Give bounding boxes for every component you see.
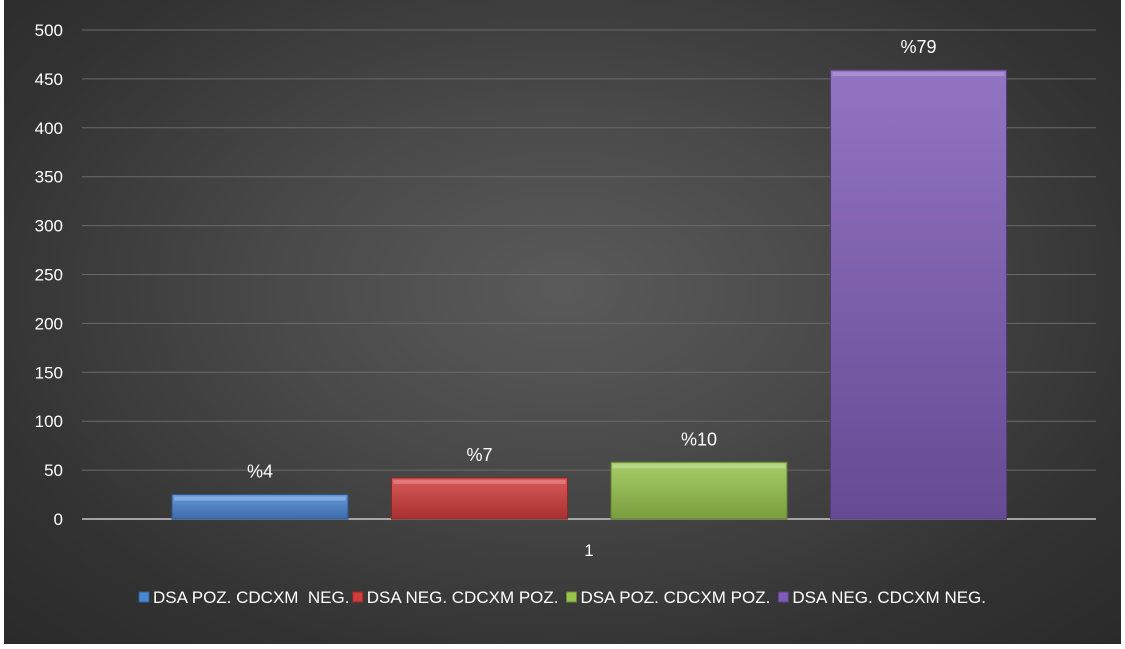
bar [610, 461, 788, 520]
y-tick-label: 400 [35, 119, 63, 138]
chart-area: %4 %7 %10 %79 0 50 100 150 200 250 300 350 400 450 50… [4, 0, 1121, 644]
bar-bevel [174, 496, 346, 501]
y-tick-label: 300 [35, 217, 63, 236]
bar [391, 477, 568, 520]
y-tick-label: 450 [35, 70, 63, 89]
legend-item: DSA POZ. CDCXM POZ. [566, 588, 771, 607]
y-tick-label: 50 [44, 461, 63, 480]
legend-swatch [566, 591, 577, 603]
legend-label: DSA POZ. CDCXM POZ. [581, 588, 771, 607]
y-tick-label: 150 [35, 363, 63, 382]
bar-group [830, 69, 1007, 520]
bar-data-label: %4 [247, 462, 273, 482]
bar-chart: %4 %7 %10 %79 0 50 100 150 200 250 300 350 400 450 50… [35, 21, 1096, 607]
y-tick-label: 350 [35, 168, 63, 187]
y-tick-label: 200 [35, 314, 63, 333]
x-axis: 1 [584, 541, 593, 560]
bars [171, 69, 1007, 520]
y-tick-label: 0 [54, 510, 63, 529]
bar-data-label: %10 [681, 429, 717, 449]
legend-item: DSA POZ. CDCXM NEG. [138, 588, 349, 607]
bar-bevel [613, 464, 785, 469]
data-labels: %4 %7 %10 %79 [247, 37, 937, 481]
bar-group [171, 494, 349, 520]
bar-bevel [832, 72, 1005, 77]
y-tick-label: 100 [35, 412, 63, 431]
bar-data-label: %79 [900, 37, 936, 57]
y-tick-label: 500 [35, 21, 63, 40]
legend-label: DSA NEG. CDCXM POZ. [367, 588, 559, 607]
legend-swatch [138, 591, 150, 603]
legend-swatch [352, 591, 364, 603]
legend-label: DSA POZ. CDCXM NEG. [153, 588, 349, 607]
legend-label: DSA NEG. CDCXM NEG. [792, 588, 986, 607]
y-tick-label: 250 [35, 266, 63, 285]
y-axis-ticks: 0 50 100 150 200 250 300 350 400 450 500 [35, 21, 63, 529]
bar-bevel [393, 479, 566, 484]
legend-item: DSA NEG. CDCXM POZ. [352, 588, 559, 607]
legend-swatch [777, 591, 789, 603]
bar-group [610, 461, 788, 520]
legend-item: DSA NEG. CDCXM NEG. [777, 588, 986, 607]
bar-data-label: %7 [466, 445, 492, 465]
legend: DSA POZ. CDCXM NEG. DSA NEG. CDCXM POZ. DS… [138, 588, 986, 607]
bar [830, 69, 1007, 520]
x-tick-label: 1 [584, 541, 593, 560]
bar-group [391, 477, 568, 520]
